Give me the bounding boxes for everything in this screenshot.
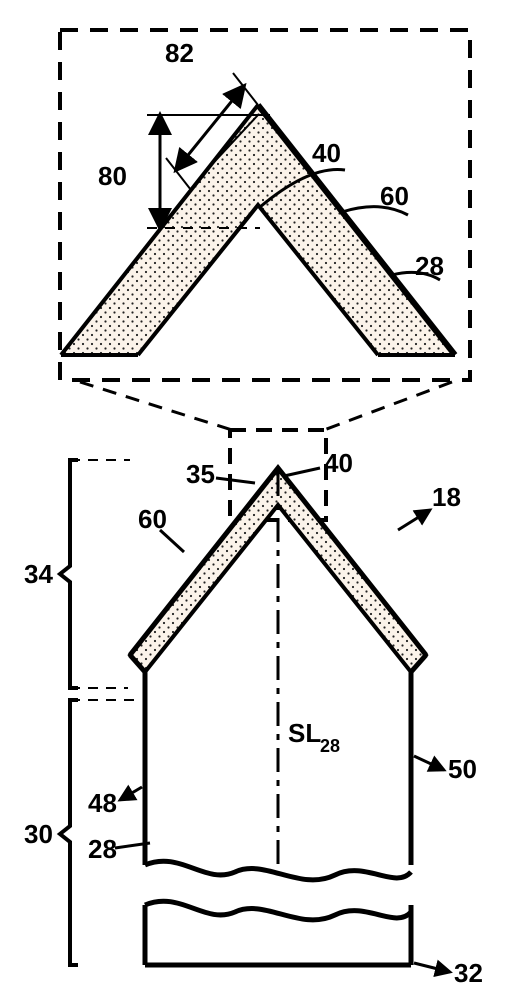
pointer-18: [398, 510, 430, 530]
label-30: 30: [24, 819, 53, 849]
label-82: 82: [165, 38, 194, 68]
leader-35: [216, 478, 255, 483]
pointer-48: [120, 787, 142, 800]
detail-view: 82 80 40 60 28: [60, 30, 470, 380]
label-18: 18: [432, 482, 461, 512]
break-bottom: [145, 901, 411, 920]
dim-34: [60, 460, 130, 688]
label-50: 50: [448, 754, 477, 784]
detail-dotted-band: [61, 105, 455, 355]
label-34: 34: [24, 559, 53, 589]
label-sl28: SL 28: [288, 718, 340, 756]
dim-30: [60, 700, 140, 965]
svg-text:SL: SL: [288, 718, 321, 748]
label-80: 80: [98, 161, 127, 191]
pointer-50: [414, 756, 444, 770]
technical-diagram: 82 80 40 60 28: [0, 0, 510, 1000]
label-40b: 40: [324, 448, 353, 478]
main-subject: 34 30 35 40 18 60 48 28 50 32 SL 28: [24, 448, 483, 988]
label-28: 28: [415, 251, 444, 281]
label-60: 60: [380, 181, 409, 211]
svg-text:28: 28: [320, 736, 340, 756]
label-60b: 60: [138, 504, 167, 534]
label-32: 32: [454, 958, 483, 988]
label-40: 40: [312, 138, 341, 168]
leader-40b: [284, 468, 320, 476]
label-28b: 28: [88, 834, 117, 864]
pointer-32: [414, 963, 450, 972]
label-35: 35: [186, 459, 215, 489]
label-48: 48: [88, 788, 117, 818]
